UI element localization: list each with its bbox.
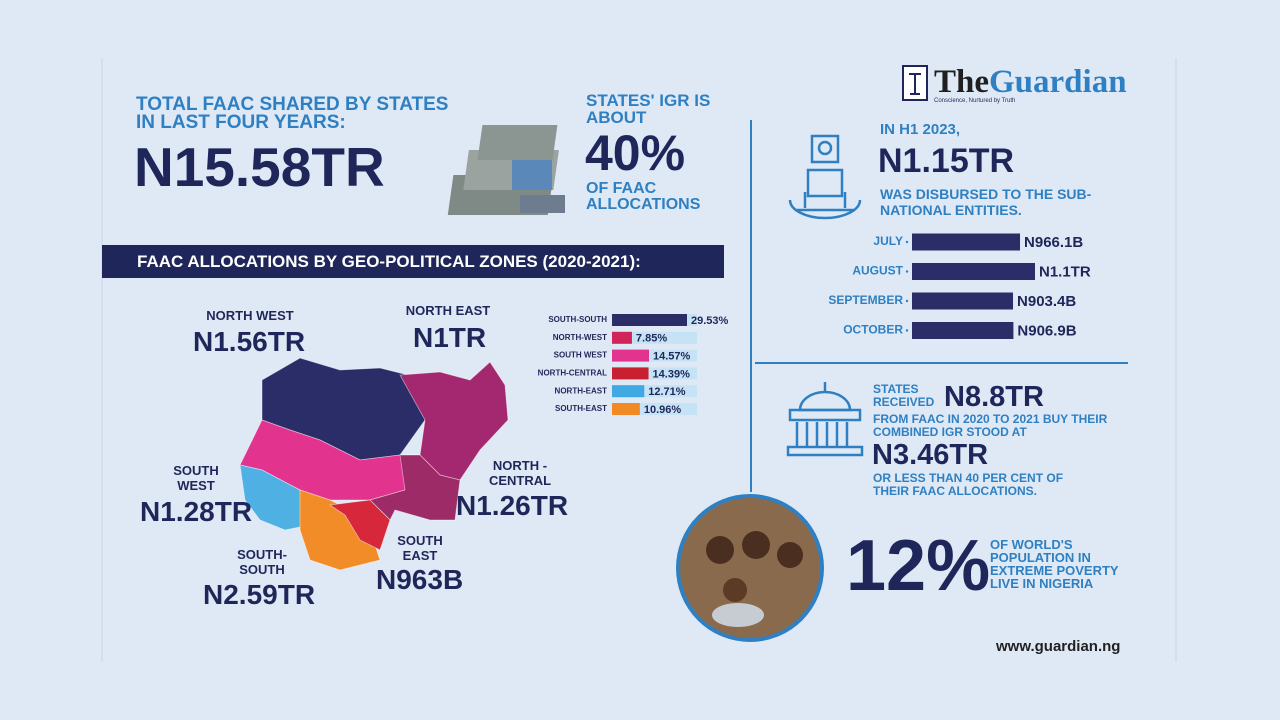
igr-tail: OF FAAC ALLOCATIONS — [586, 180, 701, 213]
children-photo — [676, 494, 824, 642]
bar — [612, 349, 650, 362]
category-label: SEPTEMBER — [828, 293, 903, 307]
igr-lead: STATES' IGR IS ABOUT — [586, 91, 711, 127]
bar — [912, 263, 1035, 280]
value-label: 29.53% — [691, 315, 729, 327]
h1-tail: WAS DISBURSED TO THE SUB-NATIONAL ENTITI… — [880, 186, 1092, 218]
zone-amount: N1TR — [413, 322, 487, 353]
label-dot — [905, 299, 909, 303]
value-label: N1.1TR — [1039, 263, 1091, 280]
logo-glyph — [909, 73, 921, 95]
bar — [612, 314, 687, 326]
bar — [912, 292, 1014, 310]
globe-icon — [788, 134, 862, 220]
bar-track — [612, 331, 697, 344]
category-label: NORTH-EAST — [555, 386, 608, 395]
brand-first: The — [934, 64, 990, 100]
value-label: 14.57% — [653, 351, 691, 363]
banner — [102, 245, 724, 278]
category-label: AUGUST — [852, 264, 903, 278]
zone-amount: N963B — [376, 564, 464, 595]
brand: TheGuardian — [934, 66, 1127, 99]
zone-amount: N2.59TR — [203, 579, 316, 610]
value-label: 12.71% — [648, 386, 686, 398]
building-icon — [786, 382, 864, 457]
states-lead: STATES RECEIVED — [873, 382, 935, 409]
zone-label: SOUTH WEST — [173, 463, 219, 493]
label-dot — [905, 240, 909, 244]
category-label: SOUTH-EAST — [555, 404, 607, 413]
value-label: N906.9B — [1017, 322, 1076, 339]
zone-label: SOUTH EAST — [397, 533, 443, 563]
states-igr: N3.46TR — [872, 439, 989, 471]
poverty-share: 12% — [846, 526, 991, 606]
tagline: Conscience, Nurtured by Truth — [934, 98, 1016, 104]
headline-amount: N15.58TR — [134, 136, 385, 198]
states-amount: N8.8TR — [944, 381, 1044, 413]
zone-label: NORTH WEST — [206, 308, 294, 323]
zone-amount: N1.28TR — [140, 496, 253, 527]
zone-label: NORTH EAST — [405, 303, 491, 318]
nigeria-map — [239, 357, 509, 571]
h1-amount: N1.15TR — [878, 142, 1015, 180]
value-label: 10.96% — [644, 404, 682, 416]
bar — [912, 322, 1014, 339]
brand-second: Guardian — [989, 64, 1127, 100]
igr-share: 40% — [585, 125, 686, 181]
bar — [912, 233, 1021, 251]
category-label: OCTOBER — [843, 323, 903, 337]
value-label: 14.39% — [653, 368, 691, 380]
label-dot — [905, 270, 909, 273]
category-label: SOUTH WEST — [554, 351, 607, 360]
category-label: SOUTH-SOUTH — [548, 315, 607, 324]
bar — [612, 367, 649, 380]
category-label: JULY — [873, 234, 903, 248]
footer: www.guardian.ng — [996, 638, 1121, 655]
zone-label: SOUTH- SOUTH — [237, 547, 287, 577]
zone-label: NORTH -CENTRAL — [488, 458, 552, 488]
bar — [612, 403, 640, 415]
value-label: N966.1B — [1024, 234, 1083, 251]
bar — [612, 331, 632, 344]
states-tail: OR LESS THAN 40 PER CENT OF THEIR FAAC A… — [873, 471, 1064, 498]
value-label: N903.4B — [1017, 293, 1076, 310]
bar — [612, 385, 645, 398]
zone-amount: N1.26TR — [456, 490, 569, 521]
category-label: NORTH-CENTRAL — [538, 369, 607, 378]
zone-amount: N1.56TR — [193, 326, 306, 357]
banner-text: FAAC ALLOCATIONS BY GEO-POLITICAL ZONES … — [137, 252, 641, 271]
category-label: NORTH-WEST — [553, 333, 607, 342]
states-middle: FROM FAAC IN 2020 TO 2021 BUY THEIR COMB… — [873, 412, 1108, 439]
headline-lead: TOTAL FAAC SHARED BY STATES IN LAST FOUR… — [136, 94, 449, 133]
h1-lead: IN H1 2023, — [880, 121, 961, 138]
label-dot — [905, 329, 909, 332]
value-label: 7.85% — [636, 333, 667, 345]
money-image — [447, 125, 565, 215]
poverty-text: OF WORLD'S POPULATION IN EXTREME POVERTY… — [990, 537, 1119, 591]
